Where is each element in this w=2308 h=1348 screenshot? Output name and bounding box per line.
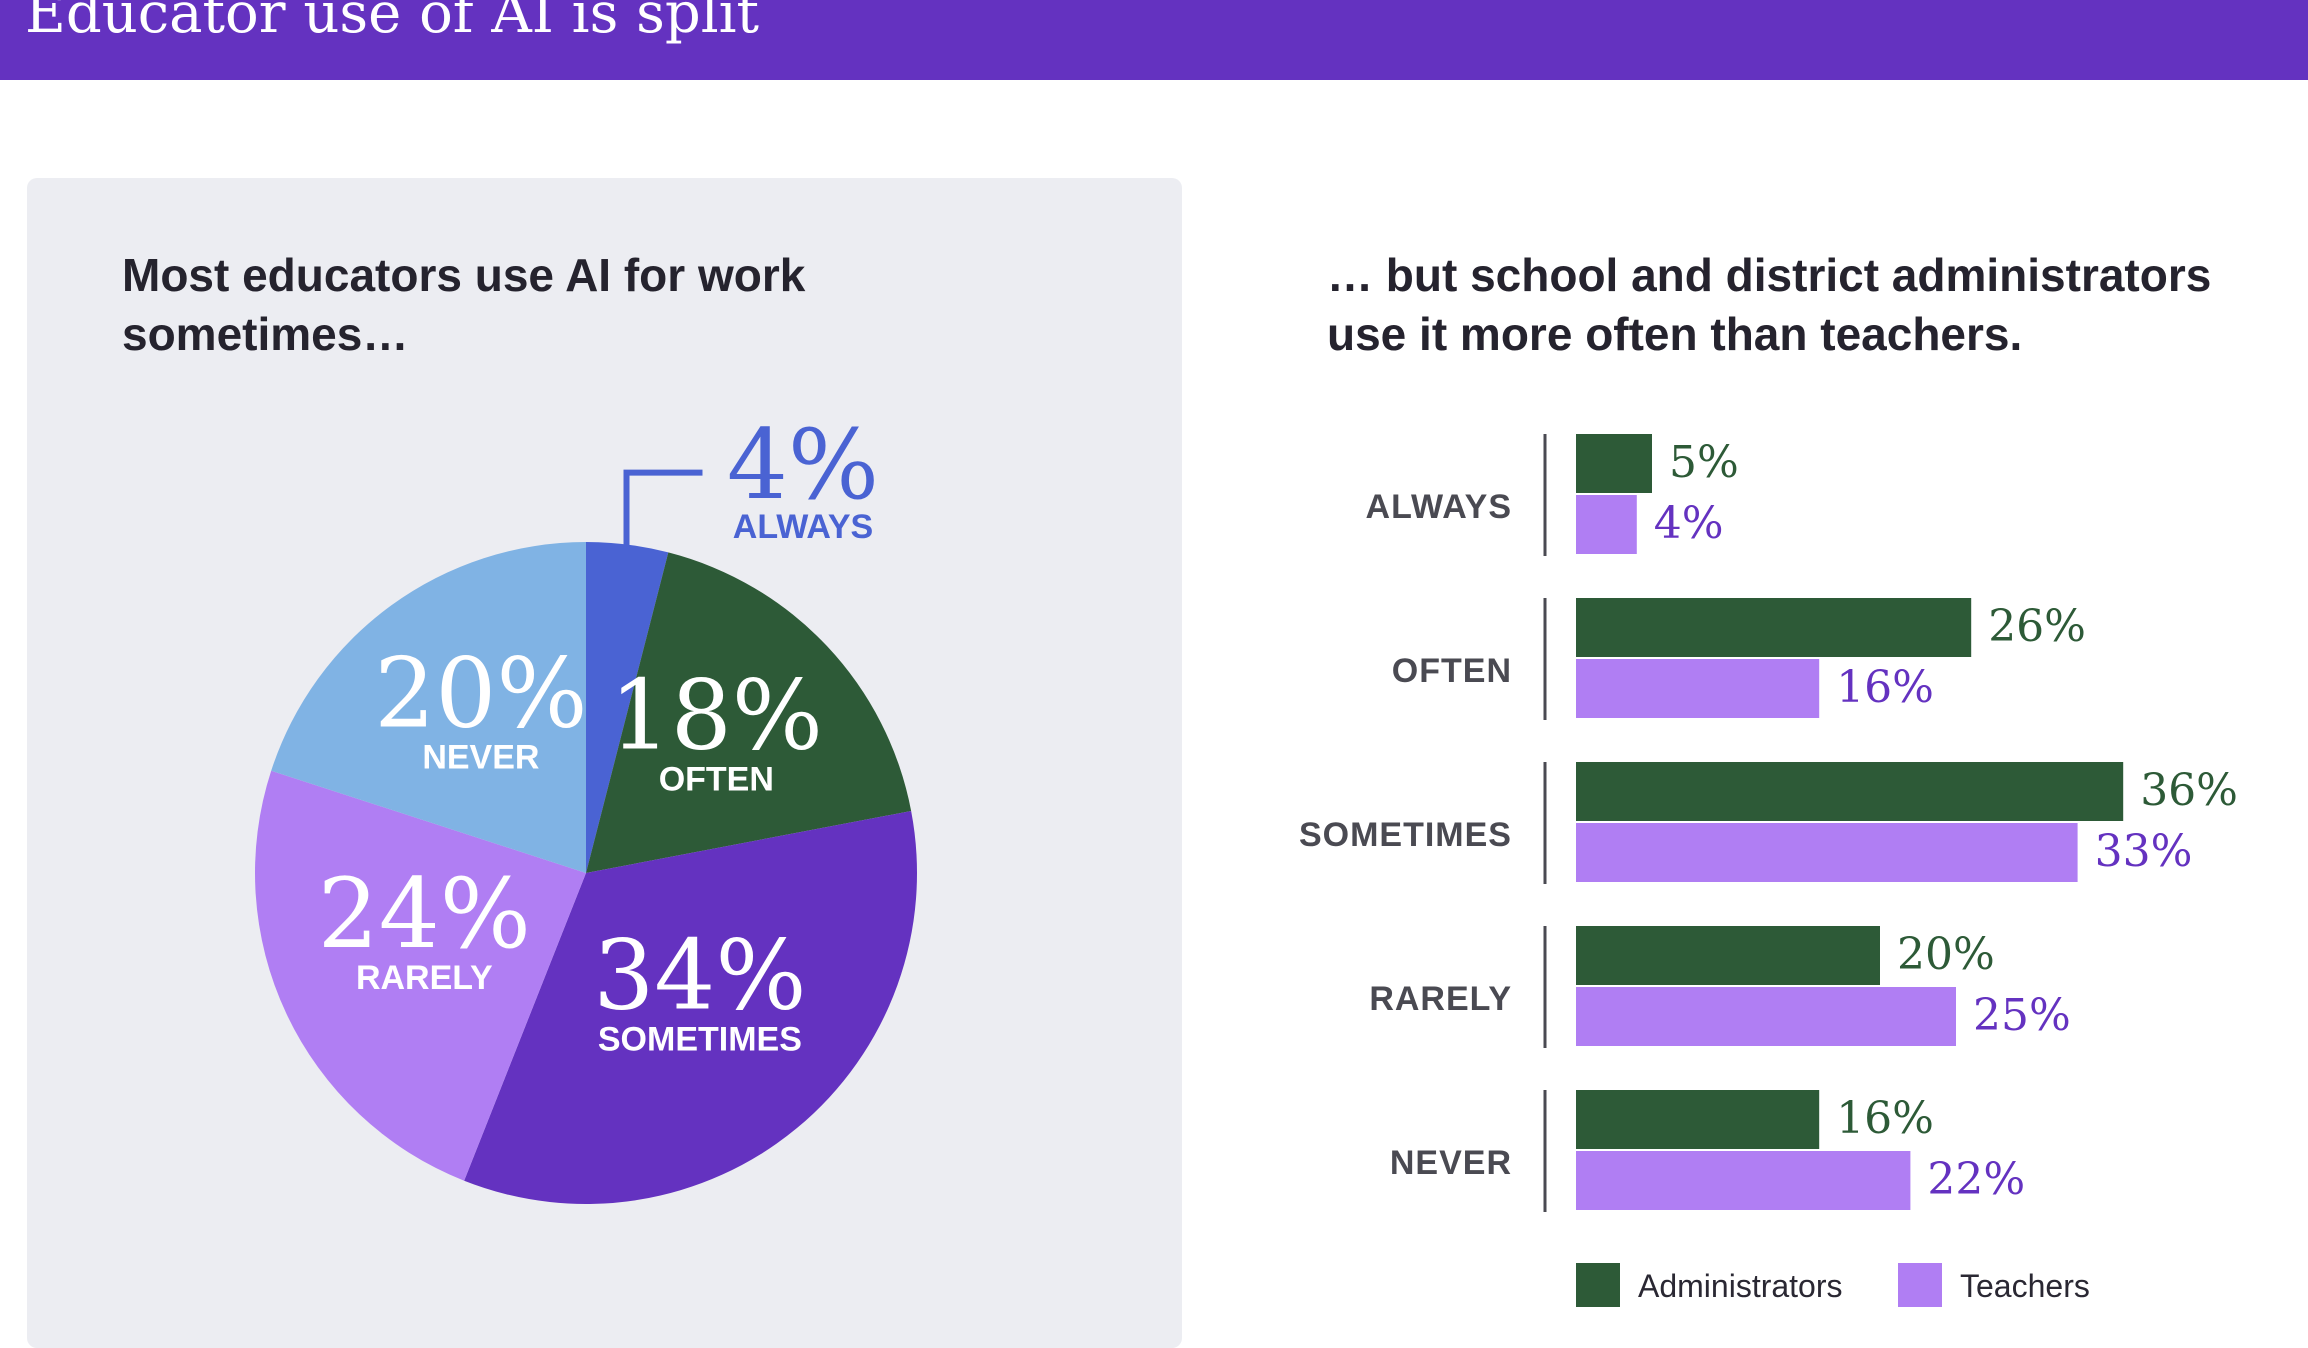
pie-slice-never (271, 542, 586, 873)
bar-category-label-always: ALWAYS (1366, 488, 1512, 526)
bar-value-label-sometimes-administrators: 36% (2140, 765, 2238, 816)
pie-category-label-rarely: RARELY (356, 959, 493, 997)
pie-chart-heading: Most educators use AI for work sometimes… (122, 249, 806, 360)
pie-slice-rarely (254, 770, 586, 1181)
pie-value-label-sometimes: 34% (593, 920, 806, 1032)
pie-value-label-often: 18% (610, 660, 823, 772)
pie-value-label-rarely: 24% (318, 858, 531, 970)
legend-swatch-teachers (1898, 1263, 1942, 1307)
bar-often-administrators (1576, 598, 1972, 657)
bar-never-administrators (1576, 1090, 1820, 1149)
bar-rarely-teachers (1576, 987, 1956, 1046)
bar-value-label-often-teachers: 16% (1836, 662, 1934, 713)
bar-category-label-often: OFTEN (1392, 652, 1512, 690)
bar-always-teachers (1576, 495, 1637, 554)
pie-slice-always (586, 542, 669, 873)
legend-swatch-administrators (1576, 1263, 1620, 1307)
bar-category-label-never: NEVER (1390, 1144, 1512, 1182)
pie-chart: 4%ALWAYS 18%OFTEN 34%SOMETIMES 24%RARELY 20%… (254, 409, 918, 1205)
bar-rarely-administrators (1576, 926, 1880, 985)
bar-value-label-often-administrators: 26% (1988, 601, 2086, 652)
pie-category-label-always: ALWAYS (733, 508, 873, 546)
pie-slice-sometimes (464, 810, 918, 1205)
pie-slice-often (586, 552, 912, 873)
bar-value-label-never-administrators: 16% (1836, 1093, 1934, 1144)
bar-value-label-always-administrators: 5% (1669, 437, 1739, 488)
bar-never-teachers (1576, 1151, 1911, 1210)
page-title: Educator use of AI is split (25, 0, 760, 46)
bar-always-administrators (1576, 434, 1652, 493)
legend-label-teachers: Teachers (1960, 1268, 2090, 1304)
legend-label-administrators: Administrators (1638, 1268, 1843, 1304)
bar-category-label-sometimes: SOMETIMES (1299, 816, 1512, 854)
bar-often-teachers (1576, 659, 1820, 718)
bar-value-label-never-teachers: 22% (1927, 1154, 2025, 1205)
pie-callout-line (623, 469, 703, 553)
pie-value-label-always: 4% (727, 409, 879, 521)
bar-value-label-rarely-teachers: 25% (1973, 990, 2071, 1041)
pie-category-label-sometimes: SOMETIMES (598, 1021, 802, 1059)
bar-chart-heading: … but school and district administrators… (1327, 249, 2212, 360)
bar-value-label-sometimes-teachers: 33% (2095, 826, 2193, 877)
pie-category-label-never: NEVER (422, 738, 539, 776)
bar-value-label-rarely-administrators: 20% (1897, 929, 1995, 980)
header-bar: Educator use of AI is split (0, 0, 2308, 80)
bar-sometimes-administrators (1576, 762, 2124, 821)
pie-value-label-never: 20% (374, 637, 587, 749)
bar-value-label-always-teachers: 4% (1654, 498, 1724, 549)
bar-sometimes-teachers (1576, 823, 2078, 882)
bar-category-label-rarely: RARELY (1369, 980, 1512, 1018)
pie-category-label-often: OFTEN (659, 761, 774, 799)
